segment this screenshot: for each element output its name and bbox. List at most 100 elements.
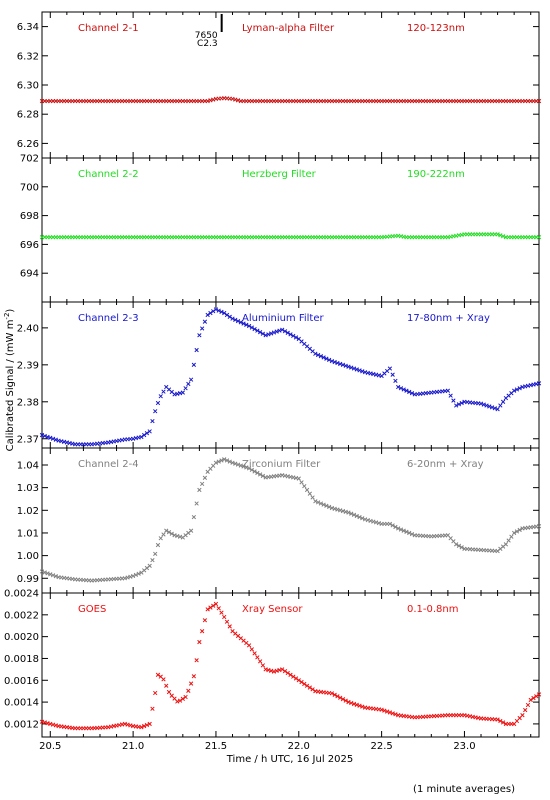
data-point <box>249 647 254 652</box>
y-axis-label: Calibrated Signal / (mW m-2) <box>3 309 16 452</box>
data-point <box>155 542 161 548</box>
data-point <box>257 659 263 664</box>
data-point <box>349 700 354 706</box>
data-point <box>153 690 158 696</box>
data-point <box>208 310 213 316</box>
data-point <box>191 514 197 520</box>
data-point <box>299 679 304 685</box>
data-point <box>409 531 415 537</box>
data-point <box>177 698 183 703</box>
data-point <box>387 710 393 715</box>
data-point <box>313 499 318 504</box>
panel-label-filter: Herzberg Filter <box>242 169 317 180</box>
data-point <box>235 462 241 467</box>
data-point <box>327 357 332 363</box>
data-point <box>130 573 136 579</box>
data-point <box>517 386 522 391</box>
data-point <box>487 404 492 409</box>
data-point <box>205 607 210 612</box>
data-point <box>481 402 486 407</box>
data-point <box>500 399 506 404</box>
y-tick-label: 700 <box>20 182 39 193</box>
data-point <box>230 460 235 465</box>
data-point <box>500 720 506 725</box>
data-point <box>351 701 357 707</box>
data-point <box>255 328 260 333</box>
data-point <box>144 431 150 436</box>
data-point <box>260 473 266 479</box>
panel-goes-xray: 0.0012 0.0014 0.0016 0.0018 0.0020 0.0022 0.00… <box>4 589 542 738</box>
data-point <box>227 459 232 464</box>
data-point <box>241 464 246 469</box>
data-point <box>357 514 362 520</box>
data-point <box>205 312 210 318</box>
data-point <box>459 400 464 406</box>
data-point <box>354 513 359 519</box>
data-point <box>249 467 254 473</box>
data-point <box>534 694 539 699</box>
data-point <box>329 691 335 696</box>
y-tick-label: 694 <box>20 269 39 280</box>
chart-panels: 6.26 6.28 6.30 6.32 6.34 Channel 2-1 Lyman-alp… <box>4 11 542 752</box>
data-point <box>536 235 542 240</box>
data-point <box>150 557 155 563</box>
data-point <box>404 529 409 534</box>
data-point <box>188 528 194 533</box>
data-point <box>186 688 191 693</box>
data-point <box>536 381 542 386</box>
data-point <box>241 321 246 326</box>
data-point <box>307 685 312 690</box>
data-point <box>53 574 58 579</box>
data-point <box>459 545 464 550</box>
data-point <box>216 459 221 464</box>
data-point <box>147 563 152 568</box>
data-point <box>45 434 50 440</box>
x-tick-label: 21.5 <box>205 741 227 752</box>
data-point <box>291 333 296 339</box>
data-point <box>142 723 147 729</box>
data-point <box>401 528 406 533</box>
data-point <box>197 487 202 493</box>
y-tick-label: 0.99 <box>17 574 39 585</box>
data-point <box>155 672 161 677</box>
panel-herzberg: 694 696 698 700 702 Channel 2-2 Herzberg Filte… <box>20 154 542 303</box>
y-tick-label: 0.0024 <box>4 589 39 600</box>
data-point <box>166 530 172 535</box>
panel-label-band: 6-20nm + Xray <box>407 459 484 470</box>
data-point <box>285 330 290 335</box>
y-tick-label: 0.0022 <box>4 610 39 621</box>
data-point <box>302 483 307 489</box>
data-point <box>407 389 412 395</box>
series-goes-xray <box>39 601 542 731</box>
y-tick-label: 6.28 <box>17 110 39 121</box>
y-tick-label: 2.39 <box>17 360 39 371</box>
averaging-note: (1 minute averages) <box>413 784 515 795</box>
data-point <box>335 694 340 699</box>
data-point <box>503 542 509 547</box>
y-tick-label: 6.26 <box>17 139 39 150</box>
y-tick-label: 1.01 <box>17 528 39 539</box>
data-point <box>48 572 53 577</box>
data-point <box>144 722 150 728</box>
data-point <box>393 524 398 530</box>
x-axis-label: Time / h UTC, 16 Jul 2025 <box>226 754 354 765</box>
data-point <box>42 433 47 439</box>
data-point <box>528 697 533 703</box>
data-point <box>260 663 266 668</box>
data-point <box>500 234 506 239</box>
data-point <box>478 401 484 406</box>
data-point <box>224 619 230 624</box>
data-point <box>161 389 166 394</box>
data-point <box>230 316 235 321</box>
data-point <box>384 709 390 714</box>
panel-zirconium: 0.99 1.00 1.01 1.02 1.03 1.04 Channel 2-4 Zirco… <box>17 447 542 594</box>
data-point <box>53 437 58 442</box>
y-tick-label: 0.0014 <box>4 698 39 709</box>
y-tick-label: 0.0016 <box>4 676 39 687</box>
data-point <box>396 384 401 390</box>
data-point <box>354 702 359 707</box>
data-point <box>216 606 221 611</box>
data-point <box>169 531 174 536</box>
data-point <box>360 704 365 709</box>
data-point <box>343 363 348 368</box>
